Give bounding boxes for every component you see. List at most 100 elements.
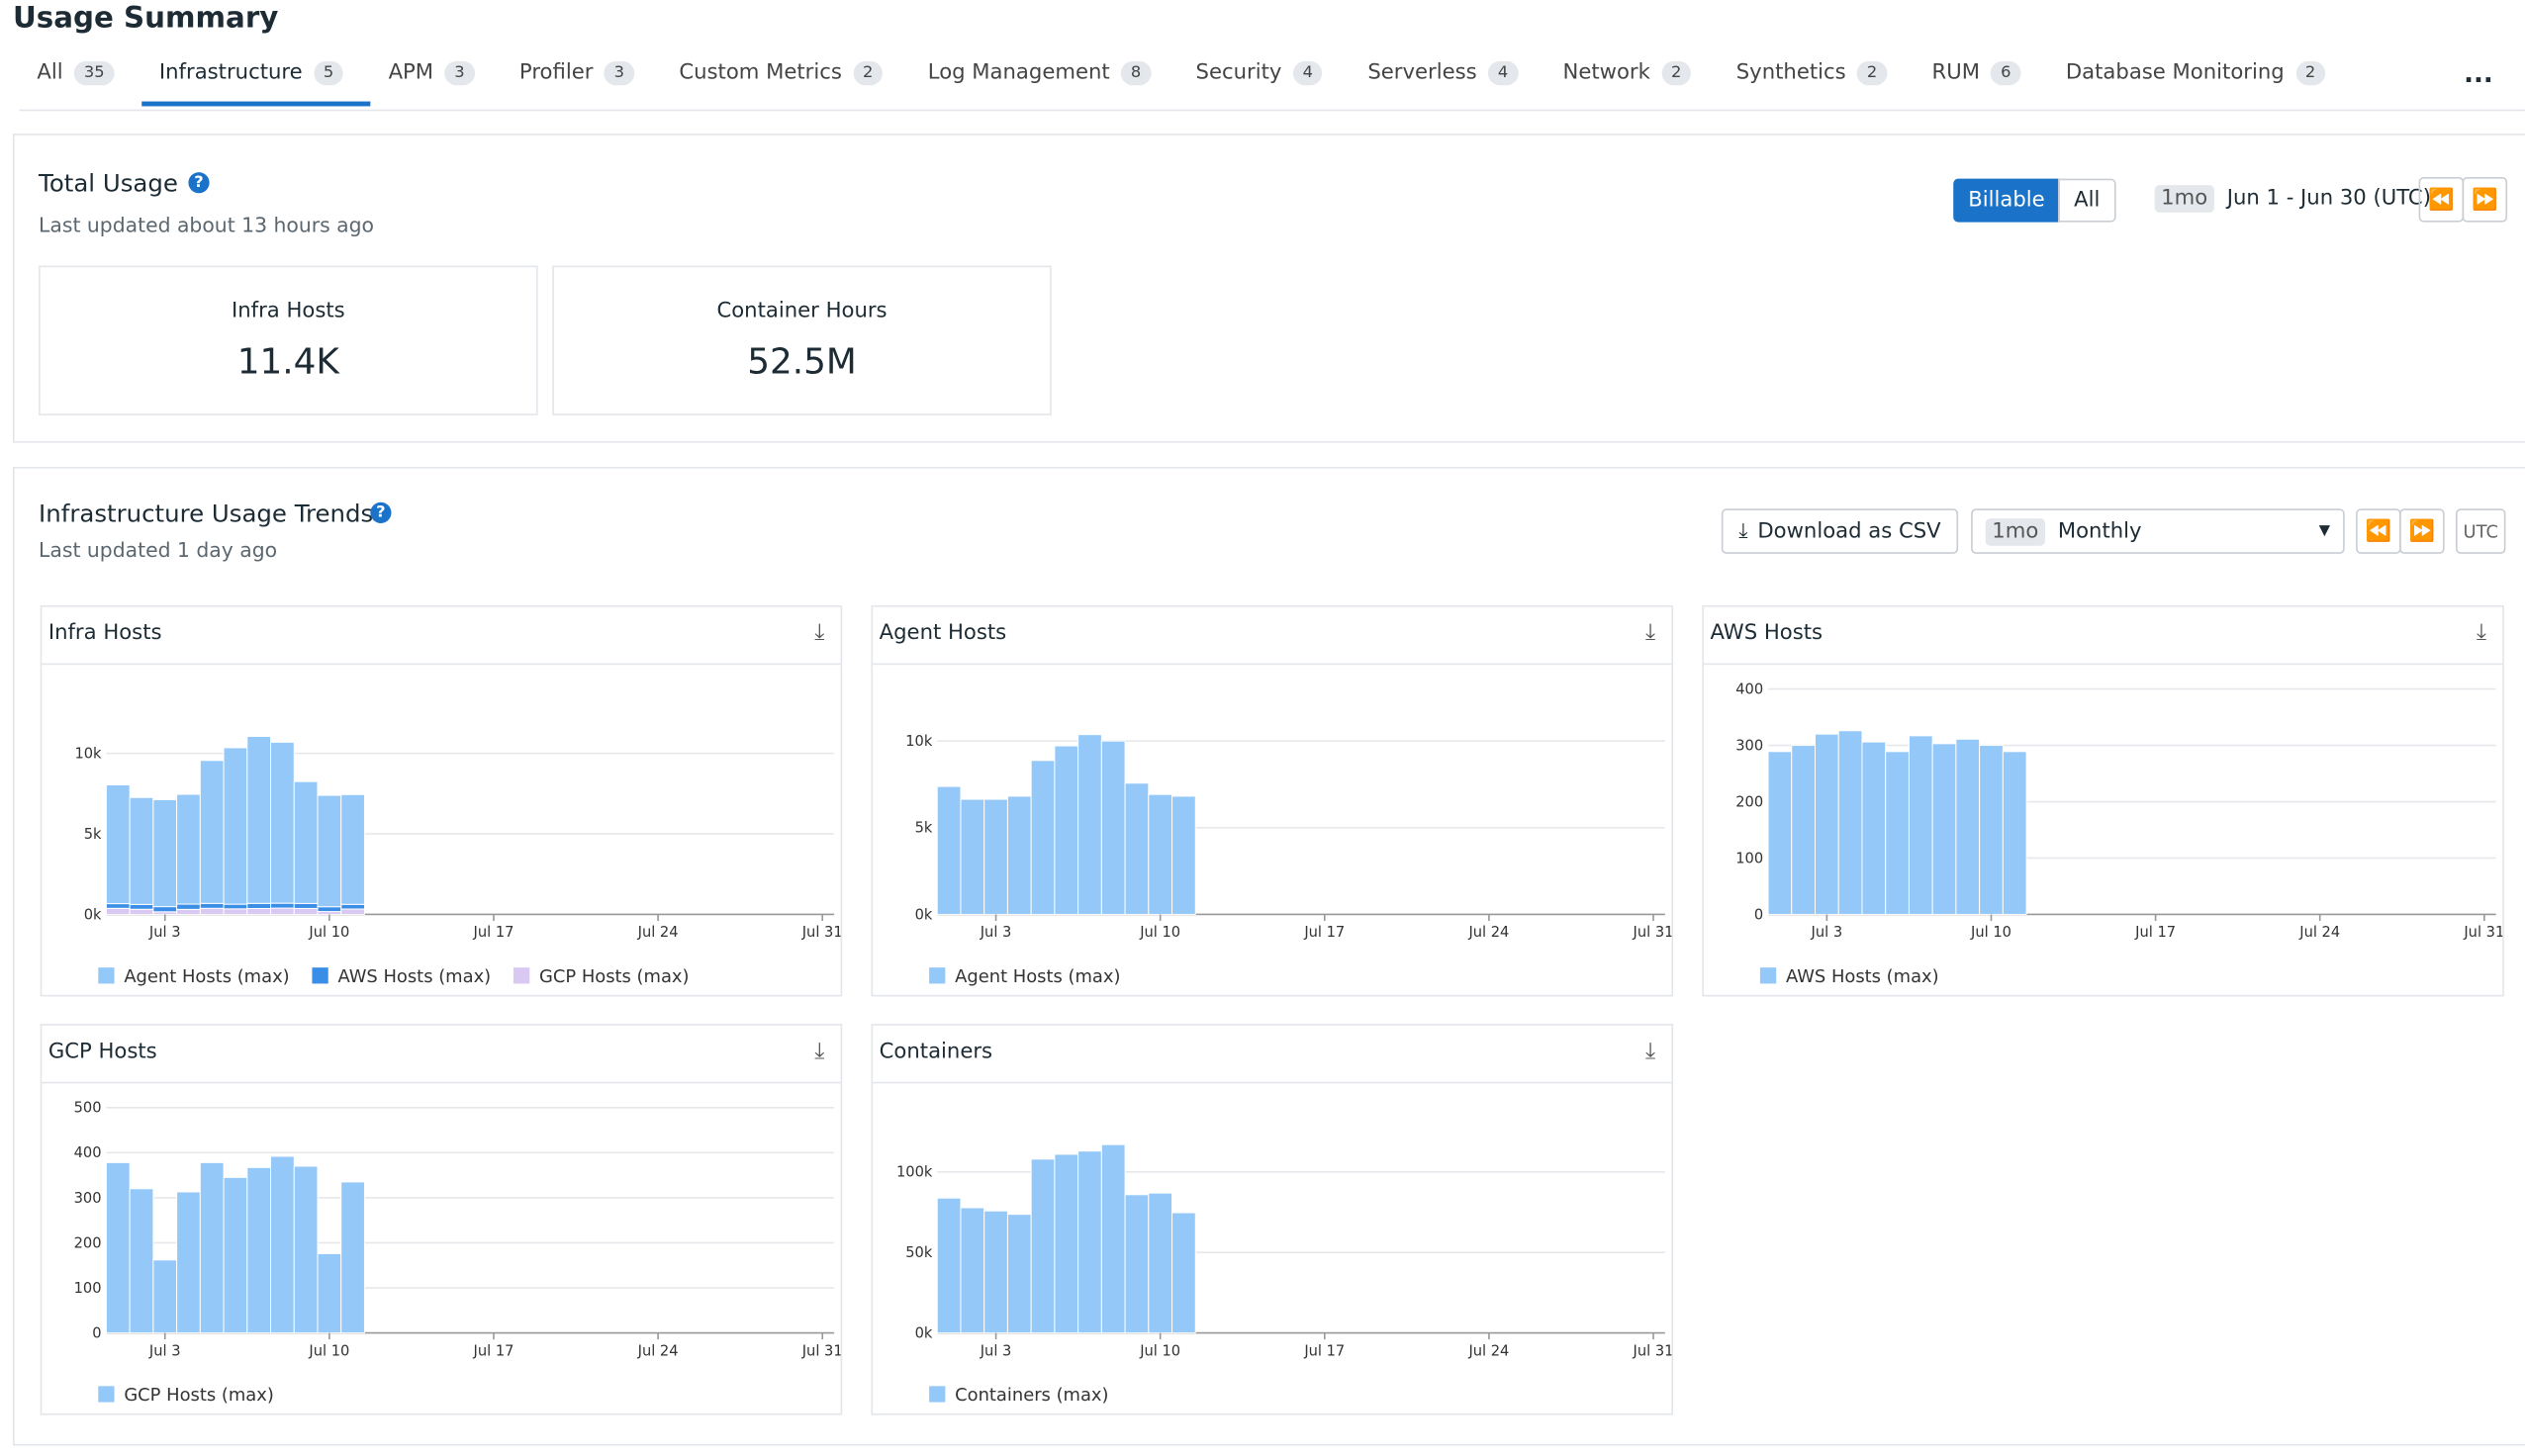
- download-icon[interactable]: ⤓: [814, 1038, 825, 1064]
- bar: [1054, 745, 1079, 915]
- tab-count: 3: [604, 60, 634, 86]
- x-tick-label: Jul 17: [2134, 924, 2176, 941]
- bar: [246, 736, 272, 904]
- y-tick-label: 5k: [915, 820, 933, 837]
- download-label: Download as CSV: [1757, 518, 1941, 544]
- bar: [176, 793, 201, 905]
- stat-value: 52.5M: [747, 342, 857, 384]
- legend-label: AWS Hosts (max): [337, 966, 491, 987]
- tab-label: RUM: [1931, 60, 1980, 86]
- bar: [270, 1155, 295, 1334]
- help-icon[interactable]: ?: [188, 172, 210, 194]
- bar: [129, 1188, 154, 1334]
- chart-header: Agent Hosts ⤓: [873, 607, 1672, 666]
- tab-count: 4: [1292, 60, 1323, 86]
- download-icon[interactable]: ⤓: [1645, 1038, 1656, 1064]
- x-tick-label: Jul 24: [2298, 924, 2340, 941]
- chart-title: AWS Hosts: [1710, 621, 1824, 646]
- tab[interactable]: Security 4: [1178, 60, 1351, 107]
- tab[interactable]: All 35: [20, 60, 141, 107]
- tab[interactable]: Infrastructure 5: [140, 60, 371, 107]
- tab[interactable]: RUM 6: [1915, 60, 2048, 107]
- x-tick-label: Jul 3: [148, 924, 181, 941]
- tab[interactable]: Synthetics 2: [1719, 60, 1915, 107]
- download-csv[interactable]: ⤓ Download as CSV: [1721, 508, 1959, 554]
- toggle-all[interactable]: All: [2058, 178, 2116, 223]
- toggle-billable[interactable]: Billable: [1953, 178, 2060, 223]
- range-badge: 1mo: [2154, 185, 2214, 213]
- y-tick-label: 100: [1735, 850, 1763, 866]
- chart-card: Containers ⤓ 0k 50k 100k Jul 3 Jul 10 Jul 17 Jul…: [871, 1024, 1673, 1415]
- chart: 0k 50k 100k Jul 3 Jul 10 Jul 17 Jul 24 Jul 31 Co…: [896, 1143, 1673, 1406]
- bar: [223, 903, 248, 910]
- x-tick-label: Jul 31: [1633, 924, 1672, 941]
- bar: [246, 907, 272, 915]
- bar: [1077, 734, 1102, 915]
- range-text: Jun 1 - Jun 30 (UTC): [2226, 186, 2431, 212]
- legend-label: GCP Hosts (max): [539, 966, 690, 987]
- tab[interactable]: Custom Metrics 2: [661, 60, 909, 107]
- chart-card: Infra Hosts ⤓ 0k 5k 10k Jul 3 Jul 10 Jul 17 Jul …: [40, 604, 843, 997]
- prev-button[interactable]: ⏪: [2418, 177, 2465, 223]
- y-tick-label: 0k: [84, 906, 102, 923]
- period-select[interactable]: 1mo Monthly ▼: [1971, 508, 2345, 554]
- download-icon[interactable]: ⤓: [814, 619, 825, 646]
- bar: [983, 798, 1008, 915]
- bar: [199, 907, 225, 915]
- stat-label: Infra Hosts: [231, 299, 345, 324]
- bar: [960, 1207, 985, 1334]
- tab[interactable]: Database Monitoring 2: [2048, 60, 2353, 107]
- tz-button[interactable]: UTC: [2456, 508, 2506, 554]
- bar: [936, 785, 962, 915]
- more-tabs[interactable]: ···: [2464, 64, 2493, 96]
- tab[interactable]: Serverless 4: [1350, 60, 1544, 107]
- tab-label: All: [37, 60, 63, 86]
- y-tick-label: 0: [92, 1324, 101, 1341]
- y-tick-label: 400: [74, 1144, 102, 1161]
- bar: [1124, 782, 1150, 915]
- next-button[interactable]: ⏩: [2399, 508, 2445, 554]
- legend-swatch: [98, 1386, 115, 1403]
- x-tick-label: Jul 17: [1303, 1342, 1345, 1359]
- tab[interactable]: Profiler 3: [502, 60, 661, 107]
- bar: [105, 1161, 131, 1334]
- x-tick-label: Jul 31: [801, 1342, 841, 1359]
- bar: [983, 1210, 1008, 1334]
- prev-button[interactable]: ⏪: [2356, 508, 2401, 554]
- tab-label: APM: [388, 60, 434, 86]
- bar: [1171, 795, 1196, 915]
- legend-swatch: [929, 1386, 946, 1403]
- help-icon[interactable]: ?: [370, 501, 392, 523]
- bar: [1148, 1192, 1173, 1334]
- date-range[interactable]: 1mo Jun 1 - Jun 30 (UTC): [2154, 185, 2431, 213]
- bar: [1171, 1212, 1196, 1334]
- chart-card: Agent Hosts ⤓ 0k 5k 10k Jul 3 Jul 10 Jul 17 Jul …: [871, 604, 1673, 997]
- bar: [199, 1161, 225, 1334]
- x-tick-label: Jul 3: [1811, 924, 1843, 941]
- x-tick-label: Jul 31: [801, 924, 841, 941]
- y-tick-label: 10k: [905, 733, 933, 750]
- chart-card: AWS Hosts ⤓ 0 100 200 300 400 Jul 3 Jul 10 Jul 17…: [1702, 604, 2504, 997]
- y-tick-label: 10k: [74, 746, 102, 763]
- bar: [1885, 751, 1910, 915]
- tab[interactable]: APM 3: [371, 60, 502, 107]
- legend-label: Containers (max): [955, 1385, 1108, 1406]
- download-icon[interactable]: ⤓: [2476, 619, 2486, 646]
- bar: [340, 1181, 365, 1334]
- tab[interactable]: Log Management 8: [910, 60, 1178, 107]
- legend-swatch: [312, 967, 328, 984]
- tab[interactable]: Network 2: [1545, 60, 1719, 107]
- chart-title: Agent Hosts: [879, 621, 1007, 646]
- bar: [1124, 1194, 1150, 1334]
- y-tick-label: 0k: [915, 906, 933, 923]
- bar: [293, 780, 319, 904]
- next-button[interactable]: ⏩: [2462, 177, 2508, 223]
- legend-swatch: [513, 967, 530, 984]
- bar: [1767, 751, 1793, 915]
- x-tick-label: Jul 3: [980, 924, 1012, 941]
- download-icon[interactable]: ⤓: [1645, 619, 1656, 646]
- stat-card: Container Hours 52.5M: [552, 265, 1052, 415]
- bar: [223, 908, 248, 915]
- chart-title: GCP Hosts: [47, 1040, 157, 1064]
